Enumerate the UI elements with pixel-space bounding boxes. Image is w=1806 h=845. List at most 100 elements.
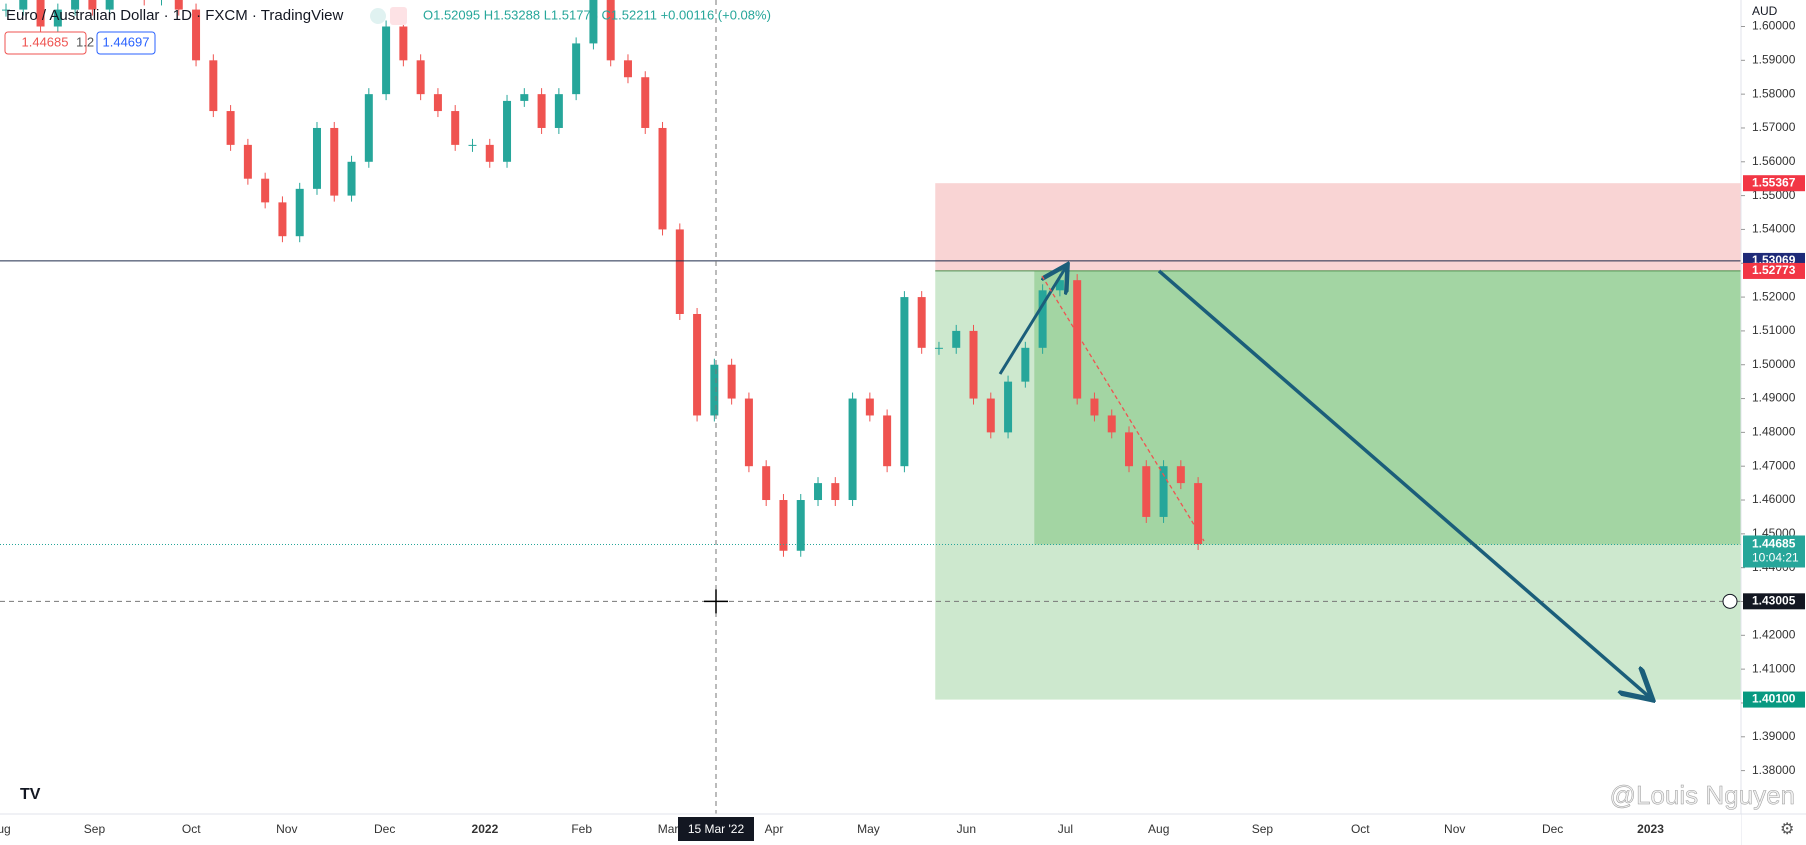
y-tick-label: 1.52000: [1752, 289, 1796, 303]
y-tick-label: 1.39000: [1752, 729, 1796, 743]
candle: [710, 364, 719, 416]
y-tick-label: 1.57000: [1752, 120, 1796, 134]
candle: [105, 0, 114, 10]
x-tick-label: Apr: [765, 822, 784, 836]
stop-tag: [1743, 175, 1805, 192]
candle: [1004, 381, 1013, 433]
candle: [312, 127, 321, 189]
candle: [364, 94, 373, 162]
candle: [934, 347, 943, 349]
sell-button[interactable]: [4, 31, 87, 55]
candle: [986, 398, 995, 433]
watermark: @Louis Nguyen: [1610, 780, 1795, 810]
y-tick-label: 1.60000: [1752, 19, 1796, 33]
y-tick-label: 1.41000: [1752, 661, 1796, 675]
stop-zone: [935, 183, 1741, 271]
countdown: 10:04:21: [1752, 551, 1799, 565]
entry-tag-label: 1.52773: [1752, 263, 1796, 277]
candle: [1176, 466, 1185, 484]
spread: 1.2: [76, 34, 94, 49]
symbol-title: Euro / Australian Dollar · 1D · FXCM · T…: [6, 7, 344, 24]
stop-tag-label: 1.55367: [1752, 175, 1796, 189]
trend-arrow-small: [998, 267, 1066, 375]
x-tick-label: Mar: [658, 822, 679, 836]
candle: [589, 0, 598, 44]
x-tick-label: Oct: [182, 822, 201, 836]
candle: [485, 144, 494, 162]
y-tick-label: 1.56000: [1752, 154, 1796, 168]
candle: [416, 60, 425, 95]
y-tick-label: 1.49000: [1752, 391, 1796, 405]
candle: [1142, 466, 1151, 517]
tv-logo: TV: [20, 786, 41, 803]
candle: [209, 60, 218, 112]
candle: [226, 111, 235, 145]
candle: [433, 94, 442, 112]
cursor: [704, 589, 728, 614]
crosshair-tag: [1743, 593, 1805, 610]
y-tick-label: 1.55000: [1752, 188, 1796, 202]
x-tick-label: Aug: [1148, 822, 1169, 836]
candle: [2, 9, 10, 11]
candle: [88, 0, 97, 10]
entry-tag: [1743, 262, 1805, 279]
status-icon: [390, 7, 407, 25]
candle: [744, 398, 753, 467]
y-tick-label: 1.38000: [1752, 763, 1796, 777]
x-tick-label: Nov: [1444, 822, 1465, 836]
candle: [572, 43, 581, 95]
x-tick-label: 2022: [472, 822, 499, 836]
x-tick-label: Jun: [957, 822, 976, 836]
candle: [451, 111, 460, 145]
profit-zone: [1034, 270, 1741, 545]
crosshair-tag-label: 1.43005: [1752, 593, 1796, 607]
candle: [261, 178, 270, 203]
x-tick-label: Sep: [1252, 822, 1274, 836]
candle: [295, 188, 304, 237]
candle: [468, 144, 477, 146]
candle: [900, 297, 909, 467]
candle: [623, 60, 632, 78]
candle: [71, 0, 80, 10]
candle: [537, 94, 546, 128]
crosshair-date-tag: [678, 817, 754, 841]
projection-arrow: [1157, 269, 1650, 698]
candle: [53, 9, 62, 27]
candle: [917, 297, 926, 348]
y-tick-label: 1.42000: [1752, 627, 1796, 641]
candle: [865, 398, 874, 416]
candle: [762, 466, 771, 501]
x-tick-label: Dec: [1542, 822, 1563, 836]
plot-area: [0, 0, 1741, 814]
ohlc: O1.52095 H1.53288 L1.51778 C1.52211 +0.0…: [423, 7, 771, 22]
candle: [848, 398, 857, 501]
x-tick-label: Aug: [0, 822, 11, 836]
currency: AUD: [1752, 4, 1778, 18]
candle: [347, 161, 356, 196]
candle: [192, 9, 201, 61]
candle: [520, 94, 529, 101]
x-tick-label: Oct: [1351, 822, 1370, 836]
candle: [554, 94, 563, 128]
bid: 1.44685: [22, 34, 69, 49]
y-tick-label: 1.46000: [1752, 492, 1796, 506]
y-tick-label: 1.48000: [1752, 425, 1796, 439]
candle: [1090, 398, 1099, 416]
candle: [399, 26, 408, 61]
candle: [382, 26, 391, 95]
candle: [36, 0, 45, 27]
candle: [174, 0, 183, 10]
crosshair-date: 15 Mar '22: [688, 822, 745, 836]
x-tick-label: May: [857, 822, 880, 836]
settings[interactable]: ⚙: [1780, 821, 1794, 838]
candle: [243, 144, 252, 179]
last-price-tag: [1743, 535, 1805, 568]
candle: [727, 364, 736, 399]
y-tick-label: 1.54000: [1752, 222, 1796, 236]
x-tick-label: 2023: [1637, 822, 1664, 836]
buy-button[interactable]: [96, 31, 156, 55]
x-tick-label: Sep: [84, 822, 106, 836]
candle: [19, 0, 28, 10]
candle: [1125, 432, 1134, 467]
